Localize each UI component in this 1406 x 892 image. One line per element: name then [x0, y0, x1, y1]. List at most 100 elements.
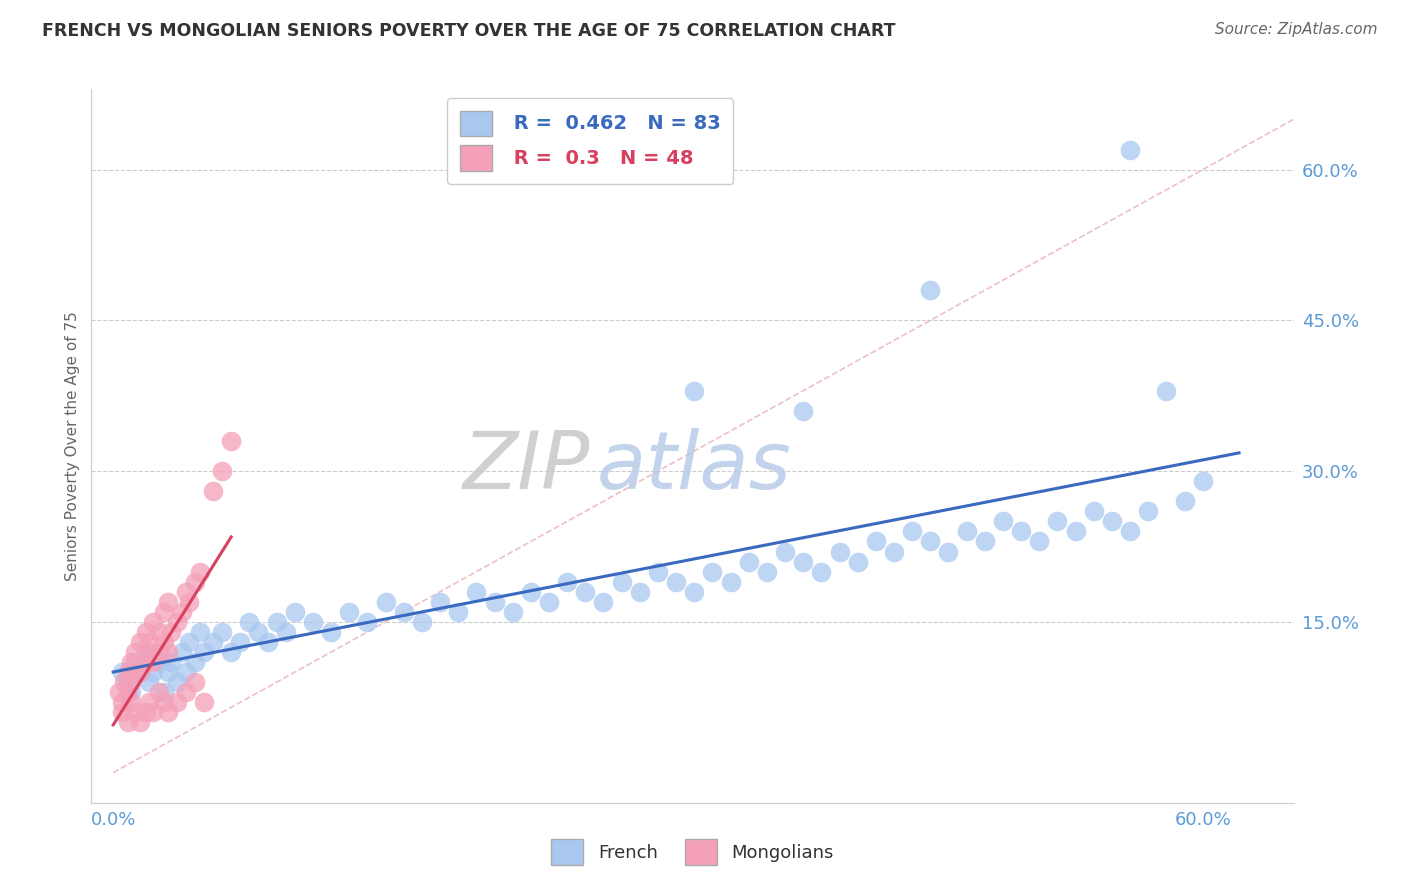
Point: [135, 655, 157, 669]
Point: [179, 635, 201, 649]
Point: [120, 685, 142, 699]
Point: [883, 544, 905, 558]
Point: [202, 484, 225, 499]
Point: [284, 605, 307, 619]
Point: [683, 584, 706, 599]
Point: [153, 685, 176, 699]
Point: [160, 624, 183, 639]
Point: [238, 615, 260, 629]
Point: [920, 534, 942, 549]
Point: [411, 615, 433, 629]
Text: atlas: atlas: [596, 428, 792, 507]
Point: [202, 635, 225, 649]
Point: [337, 605, 360, 619]
Point: [1064, 524, 1087, 539]
Point: [738, 555, 761, 569]
Point: [129, 635, 152, 649]
Point: [1119, 143, 1142, 157]
Point: [156, 706, 179, 720]
Point: [229, 635, 252, 649]
Text: Source: ZipAtlas.com: Source: ZipAtlas.com: [1215, 22, 1378, 37]
Point: [319, 624, 342, 639]
Point: [1010, 524, 1032, 539]
Point: [184, 655, 207, 669]
Legend: French, Mongolians: French, Mongolians: [544, 832, 841, 872]
Point: [211, 624, 233, 639]
Point: [156, 645, 179, 659]
Point: [1046, 515, 1069, 529]
Point: [374, 595, 396, 609]
Point: [956, 524, 979, 539]
Point: [172, 645, 194, 659]
Point: [174, 665, 197, 680]
Point: [124, 706, 146, 720]
Point: [773, 544, 796, 558]
Point: [172, 605, 194, 619]
Point: [537, 595, 560, 609]
Point: [219, 645, 242, 659]
Point: [484, 595, 506, 609]
Point: [193, 645, 215, 659]
Point: [720, 574, 742, 589]
Point: [219, 434, 242, 448]
Point: [1083, 504, 1105, 518]
Text: ZIP: ZIP: [463, 428, 591, 507]
Point: [247, 624, 270, 639]
Point: [665, 574, 688, 589]
Point: [111, 695, 134, 709]
Point: [142, 655, 165, 669]
Point: [610, 574, 633, 589]
Point: [991, 515, 1014, 529]
Point: [135, 706, 157, 720]
Point: [179, 595, 201, 609]
Point: [266, 615, 288, 629]
Point: [138, 675, 160, 690]
Point: [148, 655, 170, 669]
Point: [117, 685, 139, 699]
Point: [148, 685, 170, 699]
Point: [1156, 384, 1178, 398]
Point: [465, 584, 488, 599]
Point: [184, 574, 207, 589]
Point: [129, 665, 152, 680]
Point: [112, 675, 135, 690]
Point: [153, 635, 176, 649]
Point: [142, 615, 165, 629]
Point: [520, 584, 543, 599]
Point: [828, 544, 851, 558]
Point: [755, 565, 778, 579]
Text: FRENCH VS MONGOLIAN SENIORS POVERTY OVER THE AGE OF 75 CORRELATION CHART: FRENCH VS MONGOLIAN SENIORS POVERTY OVER…: [42, 22, 896, 40]
Point: [166, 615, 188, 629]
Point: [274, 624, 297, 639]
Point: [120, 655, 142, 669]
Point: [628, 584, 651, 599]
Point: [1137, 504, 1160, 518]
Point: [111, 706, 134, 720]
Point: [1101, 515, 1123, 529]
Point: [117, 675, 139, 690]
Point: [156, 595, 179, 609]
Point: [702, 565, 724, 579]
Point: [174, 584, 197, 599]
Point: [184, 675, 207, 690]
Y-axis label: Seniors Poverty Over the Age of 75: Seniors Poverty Over the Age of 75: [65, 311, 80, 581]
Point: [502, 605, 524, 619]
Point: [555, 574, 578, 589]
Point: [846, 555, 869, 569]
Point: [129, 665, 152, 680]
Point: [124, 645, 146, 659]
Point: [1174, 494, 1197, 508]
Point: [920, 283, 942, 297]
Point: [256, 635, 278, 649]
Point: [135, 645, 157, 659]
Point: [153, 695, 176, 709]
Point: [107, 685, 129, 699]
Point: [124, 655, 146, 669]
Point: [160, 655, 183, 669]
Point: [647, 565, 669, 579]
Point: [193, 695, 215, 709]
Point: [865, 534, 887, 549]
Point: [429, 595, 451, 609]
Point: [142, 706, 165, 720]
Point: [174, 685, 197, 699]
